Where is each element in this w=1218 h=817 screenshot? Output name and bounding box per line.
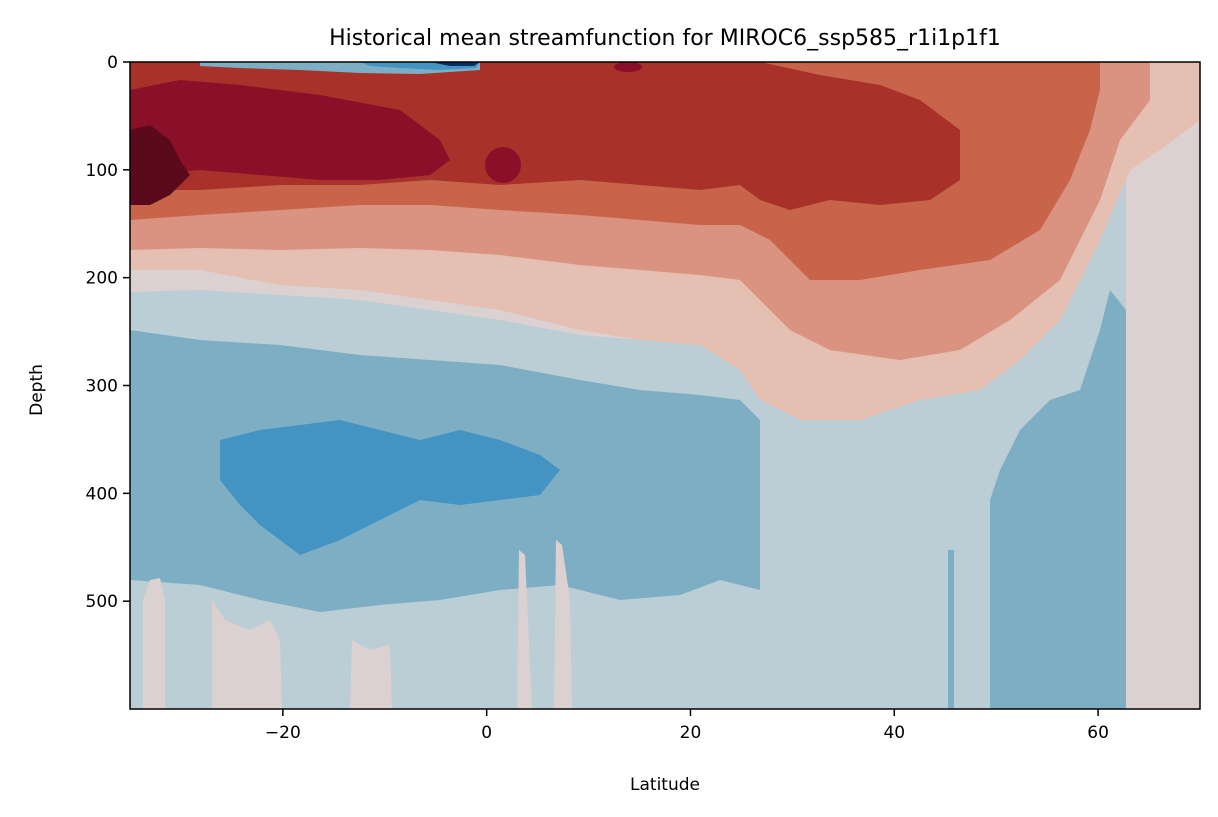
contour-band-intermediate-negative-strong [220,420,560,555]
y-axis: 0 100 200 300 400 500 [86,53,130,612]
contour-band-deep-pale-5 [554,540,572,709]
y-tick-label: 100 [86,161,118,181]
x-tick-label: −20 [265,723,301,743]
x-tick-label: 20 [680,723,702,743]
x-axis: −20 0 20 40 60 [265,709,1109,743]
y-tick-label: 500 [86,592,118,612]
y-tick-label: 400 [86,484,118,504]
contour-band-darkred [130,80,450,180]
contour-band-darkred-blob [485,147,521,183]
contour-band-subpolar-negative [990,290,1126,709]
x-tick-label: 60 [1087,723,1109,743]
contour-band-deep-pale-4 [517,550,532,709]
contour-band-deep-pale-3 [350,640,392,709]
contour-band-surface-positive-spot [614,62,642,72]
contour-band-deep-pale [143,578,165,709]
y-tick-label: 300 [86,377,118,397]
contour-band-surface-negative-core [430,62,480,66]
y-tick-label: 0 [107,53,118,73]
contour-band-subpolar-sliver [948,550,954,709]
y-tick-label: 200 [86,269,118,289]
x-axis-label: Latitude [630,775,700,795]
chart-title: Historical mean streamfunction for MIROC… [329,26,1001,51]
contour-band-deep-pale-2 [212,600,282,709]
y-axis-label: Depth [27,364,47,416]
x-tick-label: 0 [481,723,492,743]
plot-area [130,62,1200,709]
contour-band-core [130,125,190,205]
x-tick-label: 40 [883,723,905,743]
